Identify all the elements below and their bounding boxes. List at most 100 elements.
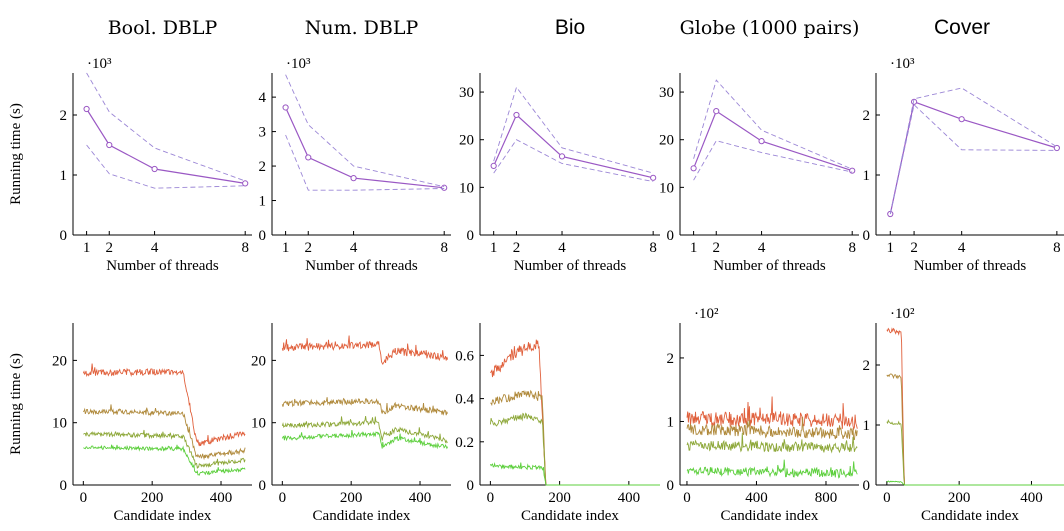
mean-line bbox=[493, 113, 654, 179]
x-tick-label: 4 bbox=[958, 240, 966, 256]
series-line-thread_1 bbox=[886, 327, 1064, 486]
x-axis-label: Number of threads bbox=[713, 258, 826, 274]
x-tick-label: 1 bbox=[490, 240, 498, 256]
x-tick-label: 8 bbox=[848, 240, 856, 256]
x-tick-label: 400 bbox=[210, 490, 233, 506]
chart-panel-3: Bio 0 10 20 30 1 2 4 8 Number of threads bbox=[459, 16, 660, 274]
mean-line bbox=[889, 100, 1058, 215]
x-tick-label: 2 bbox=[910, 240, 918, 256]
x-tick-label: 2 bbox=[713, 240, 721, 256]
y-tick-label: 20 bbox=[251, 353, 266, 369]
x-axis-label: Candidate index bbox=[721, 508, 819, 524]
x-tick-label: 0 bbox=[80, 490, 88, 506]
y-tick-label: 20 bbox=[52, 353, 67, 369]
data-point bbox=[350, 175, 357, 182]
x-tick-label: 4 bbox=[350, 240, 358, 256]
lower-bound-line bbox=[693, 140, 853, 181]
y-tick-label: 0 bbox=[863, 478, 871, 494]
y-tick-label: 2 bbox=[259, 159, 267, 175]
y-tick-label: 1 bbox=[60, 168, 68, 184]
y-tick-label: 30 bbox=[659, 85, 674, 101]
x-tick-label: 8 bbox=[649, 240, 657, 256]
chart-title: Cover bbox=[934, 16, 990, 39]
x-axis-label: Number of threads bbox=[914, 258, 1027, 274]
y-tick-label: 10 bbox=[251, 416, 266, 432]
series-line-thread_1 bbox=[281, 335, 449, 365]
y-tick-label: 1 bbox=[259, 194, 267, 210]
y-tick-label: 3 bbox=[259, 125, 267, 141]
data-point bbox=[490, 162, 497, 170]
x-tick-label: 0 bbox=[487, 490, 495, 506]
chart-panel-8: 0 0.2 0.4 0.6 0 200 400 Candidate index bbox=[455, 323, 660, 524]
x-tick-label: 1 bbox=[887, 240, 895, 256]
x-tick-label: 8 bbox=[241, 240, 249, 256]
x-tick-label: 200 bbox=[948, 490, 971, 506]
data-point bbox=[558, 153, 566, 160]
series-line-thread_8 bbox=[281, 430, 449, 450]
y-tick-label: 0 bbox=[259, 228, 267, 244]
x-tick-label: 400 bbox=[618, 490, 641, 506]
series-line-thread_2 bbox=[82, 404, 246, 461]
lower-bound-line bbox=[285, 134, 445, 191]
x-tick-label: 4 bbox=[151, 240, 159, 256]
data-point bbox=[441, 184, 448, 191]
axis-multiplier: ·10³ bbox=[286, 56, 311, 72]
x-tick-label: 2 bbox=[305, 240, 313, 256]
y-tick-label: 2 bbox=[667, 351, 675, 367]
y-tick-label: 0 bbox=[467, 228, 475, 244]
y-tick-label: 20 bbox=[659, 133, 674, 149]
y-tick-label: 0 bbox=[667, 228, 675, 244]
y-tick-label: 2 bbox=[60, 108, 68, 124]
x-axis-label: Number of threads bbox=[106, 258, 219, 274]
y-tick-label: 30 bbox=[459, 85, 474, 101]
y-tick-label: 20 bbox=[459, 133, 474, 149]
y-tick-label: 0 bbox=[60, 478, 68, 494]
y-tick-label: 0 bbox=[259, 478, 267, 494]
mean-line bbox=[285, 107, 445, 189]
y-axis-label: Running time (s) bbox=[8, 353, 24, 455]
x-tick-label: 200 bbox=[141, 490, 164, 506]
data-point bbox=[282, 104, 289, 111]
y-tick-label: 0 bbox=[467, 478, 475, 494]
upper-bound-line bbox=[493, 86, 654, 174]
data-point bbox=[106, 141, 113, 149]
axis-multiplier: ·10³ bbox=[87, 56, 112, 72]
x-tick-label: 400 bbox=[1020, 490, 1043, 506]
data-point bbox=[151, 165, 158, 173]
series-line-thread_8 bbox=[686, 459, 858, 479]
chart-title: Bool. DBLP bbox=[108, 17, 218, 39]
y-tick-label: 4 bbox=[259, 90, 267, 106]
x-axis-label: Candidate index bbox=[114, 508, 212, 524]
x-tick-label: 1 bbox=[282, 240, 290, 256]
x-tick-label: 2 bbox=[106, 240, 114, 256]
x-tick-label: 400 bbox=[745, 490, 768, 506]
series-line-thread_4 bbox=[83, 429, 246, 470]
data-point bbox=[958, 116, 965, 123]
data-point bbox=[305, 154, 312, 161]
data-point bbox=[650, 174, 657, 181]
y-tick-label: 1 bbox=[863, 418, 871, 434]
data-point bbox=[849, 167, 856, 174]
y-tick-label: 1 bbox=[667, 414, 675, 430]
lower-bound-line bbox=[86, 144, 246, 189]
data-point bbox=[758, 138, 765, 145]
data-point bbox=[242, 180, 249, 187]
data-point bbox=[713, 108, 720, 115]
y-tick-label: 0.2 bbox=[455, 435, 474, 451]
x-axis-label: Candidate index bbox=[921, 508, 1019, 524]
y-tick-label: 2 bbox=[863, 358, 871, 374]
chart-panel-4: Globe (1000 pairs) 0 10 20 30 1 2 4 8 Number of t… bbox=[659, 17, 859, 274]
series-line-thread_4 bbox=[886, 419, 1064, 486]
x-axis-label: Candidate index bbox=[313, 508, 411, 524]
y-tick-label: 0 bbox=[667, 478, 675, 494]
x-tick-label: 4 bbox=[758, 240, 766, 256]
y-tick-label: 0 bbox=[60, 228, 68, 244]
y-tick-label: 0.4 bbox=[455, 392, 474, 408]
chart-title: Bio bbox=[555, 16, 585, 39]
series-line-thread_8 bbox=[489, 462, 660, 486]
